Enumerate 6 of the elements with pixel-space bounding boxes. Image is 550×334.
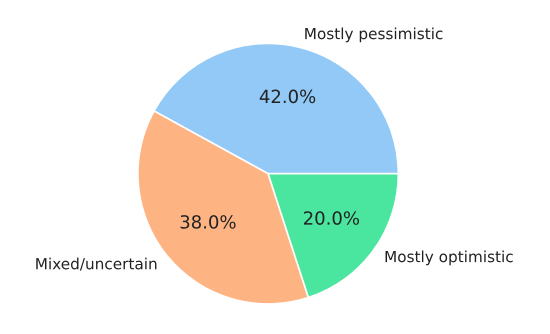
data-label: 42.0% <box>260 90 316 104</box>
slice-label: Mostly optimistic <box>386 250 513 266</box>
data-label: 38.0% <box>180 215 236 229</box>
slice-label: Mostly pessimistic <box>305 28 442 42</box>
data-label: 20.0% <box>304 211 360 225</box>
slice-label: Mixed/uncertain <box>36 258 156 271</box>
